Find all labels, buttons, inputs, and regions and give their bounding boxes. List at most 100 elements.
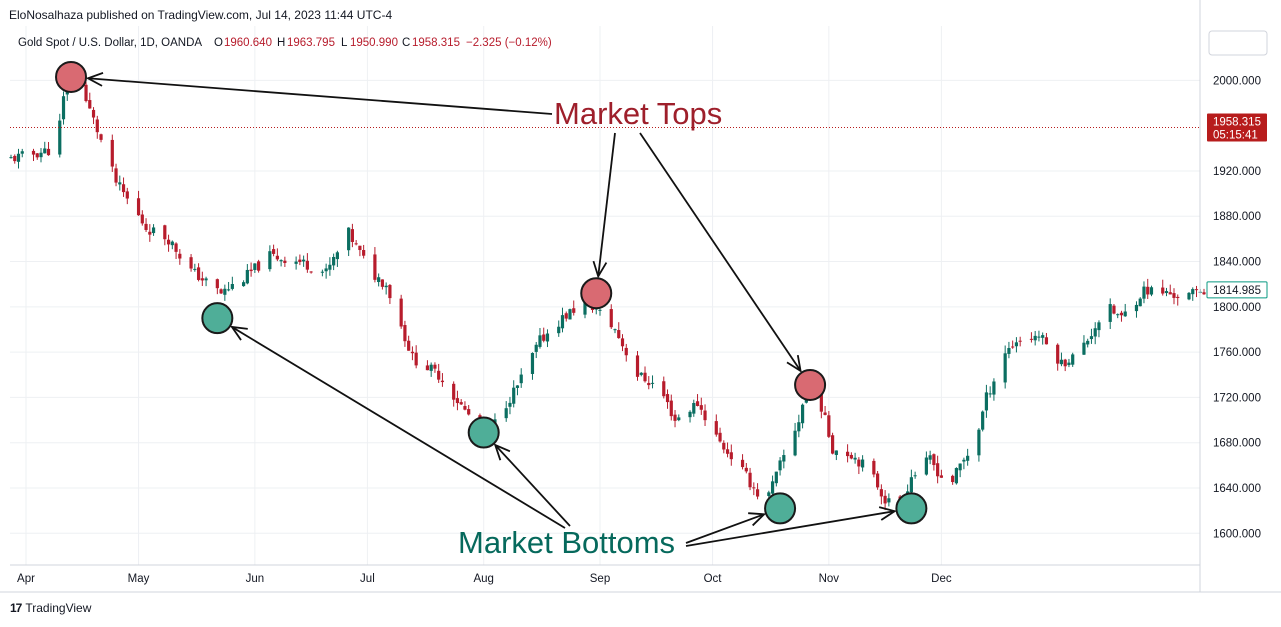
candle-body: [298, 259, 302, 263]
candle-body: [219, 289, 223, 294]
candle-body: [643, 372, 647, 382]
candle-body: [598, 309, 602, 311]
candle-body: [669, 400, 673, 417]
candle-body: [88, 100, 92, 109]
annotation-arrow-head: [786, 354, 802, 373]
candle-body: [253, 263, 257, 270]
candle-body: [204, 278, 208, 281]
candle-body: [294, 261, 298, 264]
candle-body: [954, 468, 958, 484]
candle-body: [20, 151, 24, 154]
grid-lines: [10, 26, 1200, 565]
candle-body: [39, 152, 43, 158]
market-tops-label: Market Tops: [554, 96, 722, 131]
annotation-arrow-line: [685, 513, 765, 544]
candle-body: [283, 260, 287, 263]
candle-body: [31, 150, 36, 155]
candle-body: [988, 393, 992, 395]
candle-body: [617, 330, 621, 339]
candle-body: [324, 268, 328, 272]
candle-body: [538, 335, 542, 347]
candle-body: [932, 454, 936, 466]
candle-body: [722, 442, 726, 450]
candle-body: [35, 153, 39, 158]
candle-body: [887, 498, 891, 503]
candle-body: [534, 344, 538, 352]
footer-brand[interactable]: 17 TradingView: [10, 601, 91, 615]
candle-body: [1119, 312, 1124, 316]
candle-body: [1044, 337, 1049, 345]
candle-body: [151, 227, 156, 234]
candle-body: [245, 269, 249, 284]
candle-body: [459, 402, 463, 405]
candle-body: [1071, 354, 1075, 365]
candle-body: [163, 225, 167, 240]
candle-body: [958, 463, 962, 471]
candle-body: [84, 84, 88, 102]
candle-body: [767, 492, 771, 496]
candle-body: [455, 398, 460, 404]
y-tick-label: 1680.000: [1213, 438, 1261, 450]
candle-body: [241, 282, 246, 287]
candle-body: [703, 410, 707, 421]
candle-body: [249, 269, 253, 272]
candle-body: [1142, 286, 1146, 299]
candle-body: [981, 411, 985, 430]
x-tick-label: May: [128, 573, 150, 585]
candle-body: [1168, 292, 1172, 295]
candle-body: [1134, 304, 1139, 312]
candle-body: [377, 277, 381, 283]
x-tick-label: Sep: [590, 573, 610, 585]
y-axis[interactable]: 1600.000 1640.000 1680.000 1720.000 1760.000…: [1199, 0, 1268, 592]
candle-body: [519, 374, 523, 384]
candle-body: [512, 387, 516, 404]
candle-body: [782, 455, 786, 462]
candle-body: [1161, 287, 1165, 294]
candle-body: [328, 264, 332, 270]
candle-body: [170, 241, 174, 246]
candle-body: [583, 299, 587, 315]
candle-body: [729, 452, 733, 460]
candle-body: [166, 239, 171, 245]
candle-body: [876, 473, 880, 488]
open-label: O: [214, 37, 223, 49]
candle-body: [13, 155, 17, 162]
candle-body: [725, 449, 730, 454]
x-tick-label: Jun: [246, 573, 265, 585]
x-axis[interactable]: Apr May Jun Jul Aug Sep Oct Nov Dec: [0, 564, 1281, 593]
candle-body: [380, 279, 385, 287]
high-label: H: [277, 37, 285, 49]
x-tick-label: Nov: [819, 573, 840, 585]
candle-body: [977, 429, 981, 456]
candle-body: [91, 109, 96, 118]
footer-brand-label: TradingView: [25, 601, 92, 615]
candle-body: [230, 284, 234, 289]
candle-body: [279, 260, 283, 262]
candle-body: [136, 198, 141, 216]
candle-body: [662, 381, 666, 397]
candle-body: [46, 148, 51, 156]
candle-body: [984, 392, 989, 411]
candle-body: [1014, 342, 1019, 347]
candle-body: [857, 459, 861, 467]
candle-body: [1097, 322, 1101, 331]
candle-body: [268, 251, 272, 270]
candle-body: [407, 340, 411, 351]
candle-body: [545, 333, 550, 342]
candle-body: [309, 271, 313, 273]
market-bottoms-label: Market Bottoms: [458, 525, 675, 560]
candle-body: [639, 372, 643, 375]
market-bottom-marker: [895, 492, 928, 525]
candle-body: [560, 315, 565, 329]
candle-body: [861, 459, 865, 468]
candle-body: [770, 481, 775, 494]
candle-body: [1149, 287, 1154, 295]
candle-body: [883, 495, 887, 504]
markers-layer: [55, 60, 928, 525]
market-bottom-marker: [764, 492, 797, 525]
candle-body: [414, 352, 418, 366]
last-value-badge: [1206, 281, 1268, 299]
legend-symbol: Gold Spot / U.S. Dollar, 1D, OANDA: [18, 37, 202, 49]
candle-body: [650, 382, 655, 384]
